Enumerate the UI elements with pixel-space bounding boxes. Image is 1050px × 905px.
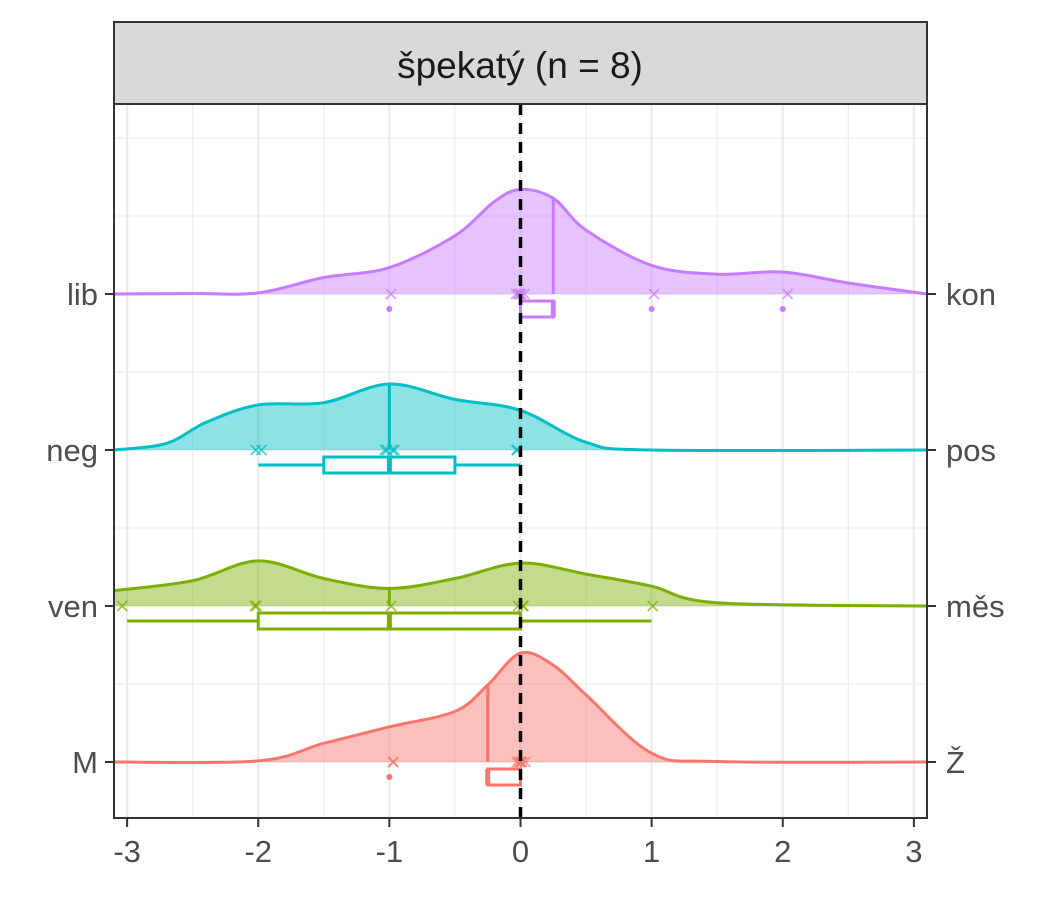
x-tick-label: -1 xyxy=(376,834,404,869)
outlier-point xyxy=(386,774,392,780)
outlier-point xyxy=(649,306,655,312)
facet-strip: špekatý (n = 8) xyxy=(114,22,927,104)
y-tick-label-right: Ž xyxy=(946,745,965,780)
outlier-point xyxy=(386,306,392,312)
box xyxy=(488,769,521,785)
x-tick-label: -2 xyxy=(244,834,272,869)
x-tick-label: 0 xyxy=(512,834,529,869)
facet-title: špekatý (n = 8) xyxy=(397,45,643,86)
box xyxy=(521,301,554,317)
x-tick-label: 1 xyxy=(643,834,660,869)
x-tick-label: 3 xyxy=(905,834,922,869)
x-tick-label: -3 xyxy=(113,834,141,869)
y-tick-label-left: ven xyxy=(48,589,98,624)
y-tick-label-right: měs xyxy=(946,589,1005,624)
x-tick-label: 2 xyxy=(774,834,791,869)
y-tick-label-right: kon xyxy=(946,277,996,312)
y-tick-label-right: pos xyxy=(946,433,996,468)
outlier-point xyxy=(780,306,786,312)
y-tick-label-left: M xyxy=(72,745,98,780)
y-tick-label-left: lib xyxy=(67,277,98,312)
y-tick-label-left: neg xyxy=(46,433,98,468)
